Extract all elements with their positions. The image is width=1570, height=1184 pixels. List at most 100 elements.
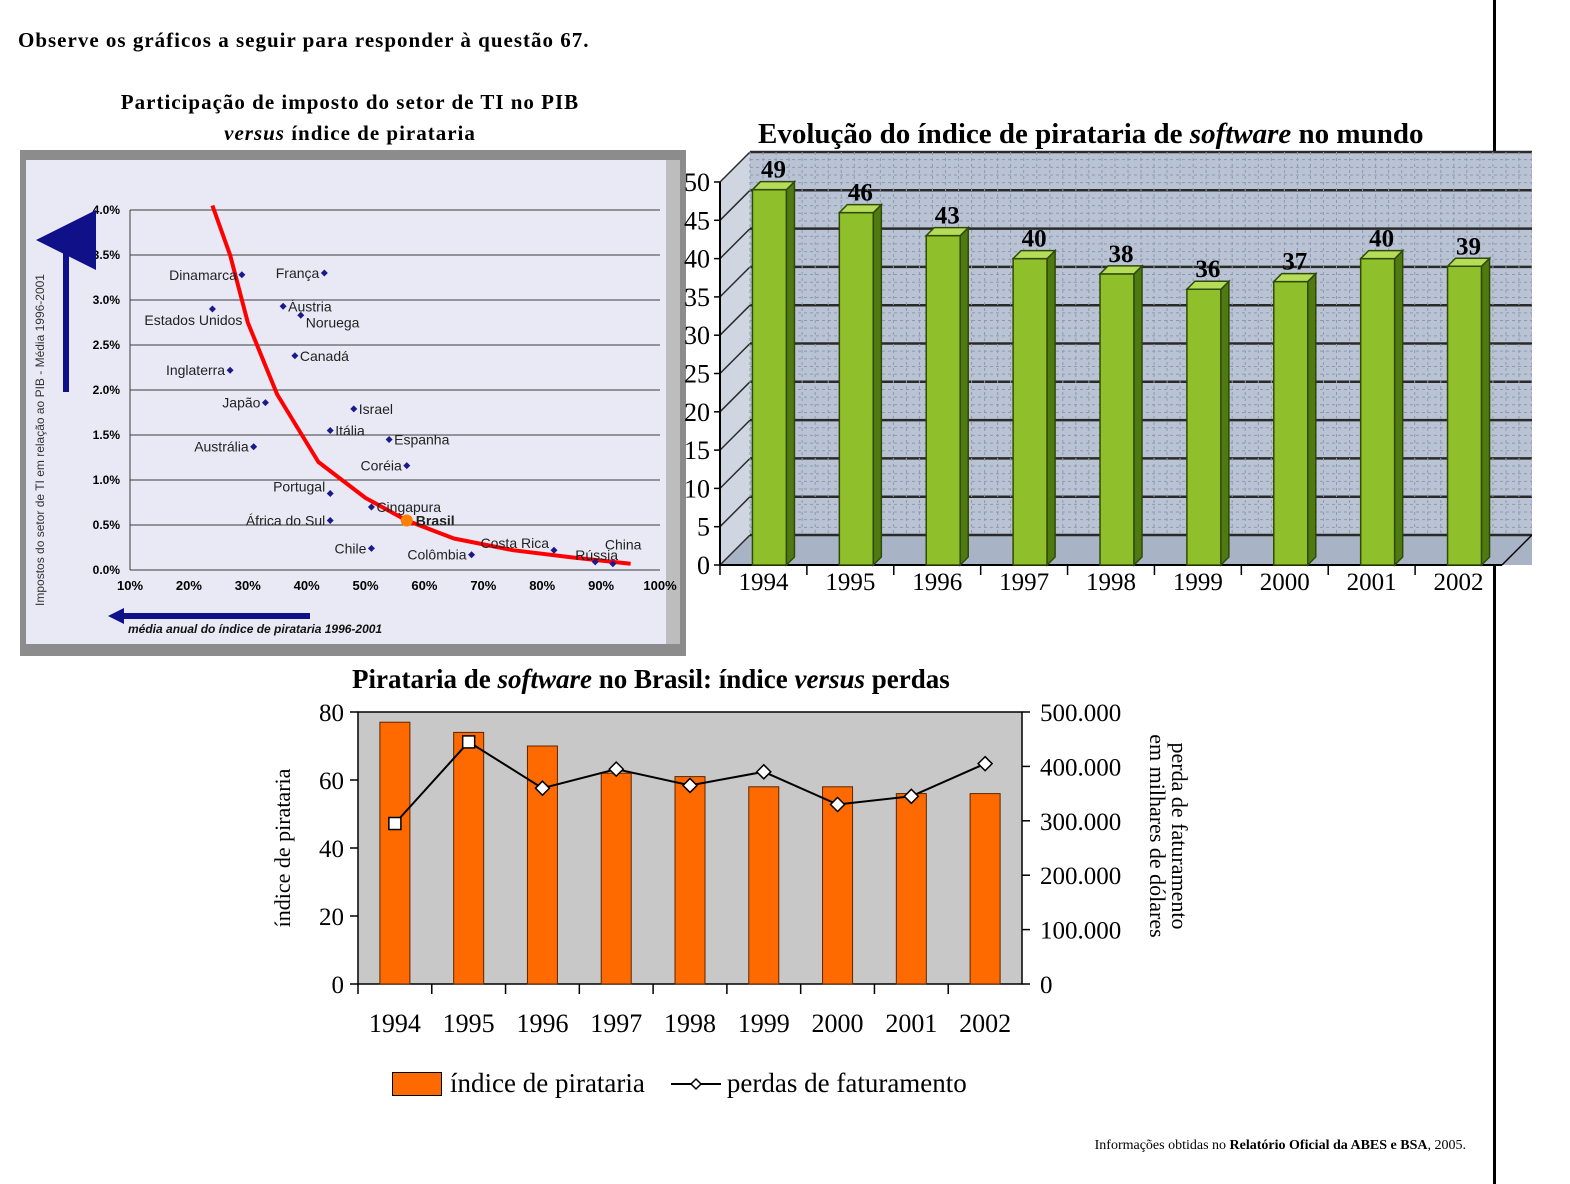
chart2-bar-top: [1271, 272, 1318, 283]
chart2-bar-side: [785, 179, 796, 567]
chart2-bar-side: [959, 225, 969, 567]
chart2-bar-top: [1098, 265, 1144, 275]
chart1-x-tick-label: 20%: [176, 578, 202, 593]
legend-line-icon: [670, 1077, 721, 1090]
chart2-data-label-1994: 49: [761, 157, 786, 184]
chart3-y2-tick-label: 0: [1040, 972, 1053, 999]
chart1-point-label-africa-do-sul: África do Sul: [246, 513, 325, 529]
chart1-point-label-portugal: Portugal: [273, 479, 325, 495]
chart2-bar-front: [1446, 265, 1483, 566]
chart1-bevel: [666, 160, 680, 644]
chart3-legend: índice de pirataria perdas de faturament…: [392, 1068, 967, 1099]
chart2-side-gridline: [719, 496, 751, 528]
chart3-title: Pirataria de software no Brasil: índice …: [352, 664, 950, 695]
chart3-title-italic2: versus: [794, 664, 865, 694]
chart1-y-tick-label: 2.0%: [93, 383, 121, 397]
chart1-title-line1: Participação de imposto do setor de TI n…: [120, 90, 580, 114]
chart3-y2-tick-label: 100.000: [1040, 918, 1121, 945]
chart2-x-tick-label: 1999: [1173, 569, 1223, 596]
chart2-data-label-2002: 39: [1456, 233, 1481, 260]
chart1-point-label-costa-rica: Costa Rica: [481, 535, 550, 551]
chart2-bar-top: [924, 226, 971, 237]
chart1-point-austria: [279, 302, 287, 310]
chart3-line-marker-1997: [608, 761, 625, 778]
chart2-x-tick-label: 1995: [825, 569, 875, 596]
chart3-bar-1998: [674, 776, 706, 985]
chart2-bar-2001: [1358, 248, 1405, 567]
source-note: Informações obtidas no Relatório Oficial…: [1095, 1138, 1466, 1154]
chart1-point-label-dinamarca: Dinamarca: [169, 267, 237, 283]
page-divider-line: [1493, 0, 1496, 1184]
chart3-bar-1994: [379, 721, 411, 985]
chart3-x-tick-label: 1994: [369, 1009, 421, 1038]
chart3-y2-tick-label: 500.000: [1040, 700, 1121, 727]
chart1-point-china: [609, 560, 617, 568]
chart3-x-tick-label: 2002: [959, 1009, 1011, 1038]
chart1-y-axis-label: Impostos do setor de TI em relação ao PI…: [33, 274, 47, 606]
chart1-y-tick-label: 3.5%: [93, 248, 121, 262]
chart2-side-gridline: [719, 381, 751, 413]
chart1-point-inglaterra: [226, 366, 234, 374]
chart3-title-post: perdas: [865, 664, 950, 694]
chart1-point-espanha: [385, 436, 393, 443]
chart1-point-chile: [367, 544, 375, 552]
chart1-y-tick-label: 1.5%: [93, 428, 121, 442]
chart2-bar-side: [872, 202, 883, 567]
chart3-line-marker-1999: [755, 763, 772, 780]
chart2-bar-1994: [750, 179, 797, 567]
chart3-y2-axis-label-line1: perda de faturamento: [1167, 743, 1192, 930]
chart3-x-tick-label: 1999: [738, 1009, 790, 1038]
chart2-side-gridline: [719, 534, 751, 566]
chart1-y-tick-label: 1.0%: [93, 473, 121, 487]
chart2-data-label-1999: 36: [1195, 256, 1220, 283]
chart3-title-mid: no Brasil: índice: [591, 664, 795, 694]
chart1-y-tick-label: 0.0%: [93, 563, 121, 577]
chart3-line-marker-1996: [534, 780, 551, 797]
chart2-bar-side: [1307, 271, 1317, 567]
chart1-point-label-noruega: Noruega: [306, 314, 360, 330]
chart2-data-label-1996: 43: [935, 203, 960, 230]
chart2-side-gridline: [719, 189, 751, 221]
chart1-trend-curve: [210, 204, 631, 566]
chart3-bar-1995: [453, 731, 485, 985]
chart3-y-tick-label: 0: [332, 972, 345, 999]
chart1-point-label-australia: Austrália: [194, 439, 249, 455]
chart1-point-label-brasil: Brasil: [416, 513, 455, 529]
combo-chart-brazil-piracy: 0 20 40 60 80 0 100.000 200.000 300.000 400.000 50…: [270, 700, 1192, 1038]
chart2-bar-top: [750, 180, 797, 191]
chart2-bar-front: [751, 188, 788, 566]
chart3-bar-2002: [969, 793, 1001, 985]
chart3-y-tick-label: 20: [319, 904, 344, 931]
chart2-bar-top: [1445, 257, 1492, 268]
chart3-x-tick-label: 1995: [443, 1009, 495, 1038]
chart1-point-label-colombia: Colômbia: [407, 547, 466, 563]
chart1-x-tick-label: 80%: [529, 578, 555, 593]
chart2-title: Evolução do índice de pirataria de softw…: [758, 118, 1423, 151]
chart2-bar-side: [1220, 279, 1230, 567]
chart2-y-tick-label: 50: [684, 168, 710, 197]
chart2-y-tick-label: 35: [684, 283, 710, 312]
source-prefix: Informações obtidas no: [1094, 1138, 1230, 1153]
chart2-side-gridline: [719, 151, 751, 183]
chart2-x-tick-label: 1994: [738, 569, 789, 596]
chart3-y2-axis-label-line2: em milhares de dólares: [1145, 734, 1170, 937]
chart1-point-brasil: [400, 514, 413, 527]
chart1-y-tick-label: 2.5%: [93, 338, 121, 352]
chart2-bar-front: [1012, 257, 1048, 566]
chart2-bar-front: [925, 234, 961, 566]
intro-text: Observe os gráficos a seguir para respon…: [18, 28, 590, 52]
chart3-title-pre: Pirataria de: [352, 664, 498, 694]
chart1-x-axis-label: média anual do índice de pirataria 1996-…: [128, 622, 382, 636]
chart1-title-versus: versus: [224, 121, 285, 145]
chart2-y-tick-label: 5: [697, 513, 710, 542]
chart2-y-tick-label: 40: [684, 245, 710, 274]
chart3-line-marker-1995: [461, 735, 476, 749]
source-bold: Relatório Oficial da ABES e BSA: [1229, 1138, 1428, 1153]
chart1-point-israel: [350, 405, 358, 413]
chart1-point-label-franca: França: [276, 265, 320, 281]
chart1-x-tick-label: 70%: [470, 578, 496, 593]
chart3-y2-tick-label: 400.000: [1040, 754, 1121, 781]
chart2-bar-side: [1133, 264, 1143, 567]
chart3-line-marker-1994: [388, 816, 402, 831]
chart1-x-tick-label: 40%: [294, 578, 320, 593]
